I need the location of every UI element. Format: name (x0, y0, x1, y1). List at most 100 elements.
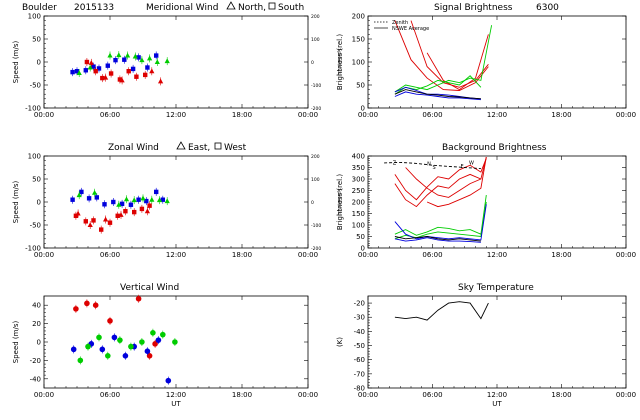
vertical-ytick-label: -40 (30, 375, 41, 383)
zonal-xtick-label: 06:00 (100, 251, 120, 259)
meridional-point-south-red (84, 59, 90, 65)
zonal-point-east-green (131, 197, 137, 203)
meridional-title: Meridional Wind (146, 3, 218, 13)
background-ytick-label: 400 (352, 153, 365, 161)
meridional-y2tick-label: -100 (311, 83, 321, 89)
meridional-point-north (107, 52, 113, 58)
vertical-point-green (160, 331, 166, 338)
zonal-y2tick-label: 100 (311, 177, 320, 183)
vertical-point-green (96, 334, 102, 341)
meridional-point-south (130, 66, 136, 72)
signal-series-red-1 (394, 20, 489, 91)
zonal-point-east-red (75, 210, 81, 216)
meridional-xtick-label: 00:00 (298, 111, 318, 119)
meridional-point-south (74, 69, 80, 74)
meridional-point-south-red (126, 69, 131, 74)
zonal-point-west-blue (119, 201, 125, 207)
zonal-point-east-green (149, 196, 155, 202)
meridional-point-south (145, 65, 150, 70)
background-ytick-label: 50 (356, 233, 365, 241)
sky-xtick-label: 18:00 (551, 391, 571, 399)
east-triangle-icon (176, 141, 186, 150)
meridional-point-south-red (93, 69, 98, 74)
vertical-point-red (73, 306, 79, 312)
sky-series-black (394, 301, 489, 321)
meridional-point-north-red (88, 60, 94, 65)
zonal-ytick-label: 50 (32, 176, 41, 184)
background-ytick-label: 0 (361, 245, 365, 253)
zonal-point-west-red (132, 209, 137, 215)
vertical-xtick-label: 12:00 (166, 391, 186, 399)
sky-ylabel: (K) (336, 337, 344, 347)
background-annotation: E (460, 164, 463, 170)
meridional-point-north-red (103, 74, 109, 80)
vertical-title: Vertical Wind (120, 283, 179, 293)
background-xtick-label: 12:00 (487, 251, 507, 259)
meridional-ytick-label: 50 (32, 36, 41, 44)
vertical-point-green (150, 330, 156, 336)
zonal-point-west-blue (102, 202, 107, 207)
south-square-icon (268, 2, 276, 10)
meridional-point-south (96, 66, 102, 71)
zonal-point-east-green (76, 192, 82, 198)
zonal-ytick-label: -100 (25, 245, 41, 253)
signal-ytick-label: 100 (352, 59, 365, 67)
vertical-point-blue (122, 353, 129, 359)
sky-ytick-label: -80 (354, 385, 365, 393)
meridional-legend-south: South (278, 3, 304, 13)
meridional-point-south-red (143, 72, 148, 78)
meridional-ytick-label: -100 (25, 105, 41, 113)
background-series-black-1 (394, 236, 481, 242)
zonal-point-west-blue (94, 195, 99, 200)
zonal-point-east-red (87, 222, 93, 227)
meridional-ytick-label: 100 (28, 13, 41, 21)
meridional-ylabel: Speed (m/s) (12, 41, 20, 84)
sky-ytick-label: -30 (354, 314, 365, 322)
background-annotation: N (427, 161, 431, 167)
meridional-point-north (147, 55, 153, 61)
signal-brightness-plot: 0 50 100 150 200 00:00 06:00 12:00 18:00 00:00 Bri… (336, 13, 636, 120)
zonal-legend-west: West (224, 143, 247, 153)
signal-legend-zenith: Zenith (392, 20, 408, 26)
signal-xtick-label: 06:00 (422, 111, 442, 119)
meridional-point-south-red (134, 74, 139, 79)
meridional-point-south (136, 55, 141, 60)
zonal-xtick-label: 00:00 (298, 251, 318, 259)
meridional-point-south-red (108, 71, 114, 76)
sky-xlabel: UT (492, 400, 502, 408)
zonal-point-west-blue (160, 197, 165, 202)
signal-series-black (394, 89, 481, 100)
background-xtick-label: 18:00 (551, 251, 571, 259)
meridional-point-north-red (149, 68, 155, 74)
zonal-ytick-label: -50 (30, 222, 41, 230)
vertical-xtick-label: 00:00 (34, 391, 54, 399)
zonal-y2label: Speed (m/s) (336, 188, 342, 216)
zonal-point-west-blue (144, 198, 149, 204)
background-ytick-label: 150 (352, 210, 365, 218)
zonal-point-west-blue (79, 189, 84, 195)
signal-series-red-3 (426, 34, 489, 91)
vertical-xtick-label: 00:00 (298, 391, 318, 399)
sky-title: Sky Temperature (458, 283, 534, 293)
meridional-y2tick-label: 0 (311, 60, 314, 66)
meridional-point-north (87, 64, 93, 70)
zonal-y2tick-label: -100 (311, 223, 321, 229)
background-series-red-4 (426, 157, 487, 208)
background-annotation: Z (393, 160, 397, 166)
zonal-y2tick-label: 0 (311, 200, 314, 206)
vertical-point-red (146, 353, 153, 359)
vertical-ytick-label: 20 (32, 320, 41, 328)
vertical-point-red (135, 295, 142, 302)
west-square-icon (214, 142, 222, 150)
zonal-point-west-red (115, 213, 120, 218)
zonal-point-west-red (83, 219, 88, 224)
vertical-point-blue (70, 346, 77, 353)
station-name: Boulder (22, 3, 57, 13)
zonal-xtick-label: 12:00 (166, 251, 186, 259)
background-series-red-2 (394, 156, 487, 208)
zonal-point-west-blue (70, 197, 75, 202)
zonal-point-east-red (103, 216, 109, 222)
signal-xtick-label: 00:00 (358, 111, 378, 119)
background-xtick-label: 06:00 (422, 251, 442, 259)
